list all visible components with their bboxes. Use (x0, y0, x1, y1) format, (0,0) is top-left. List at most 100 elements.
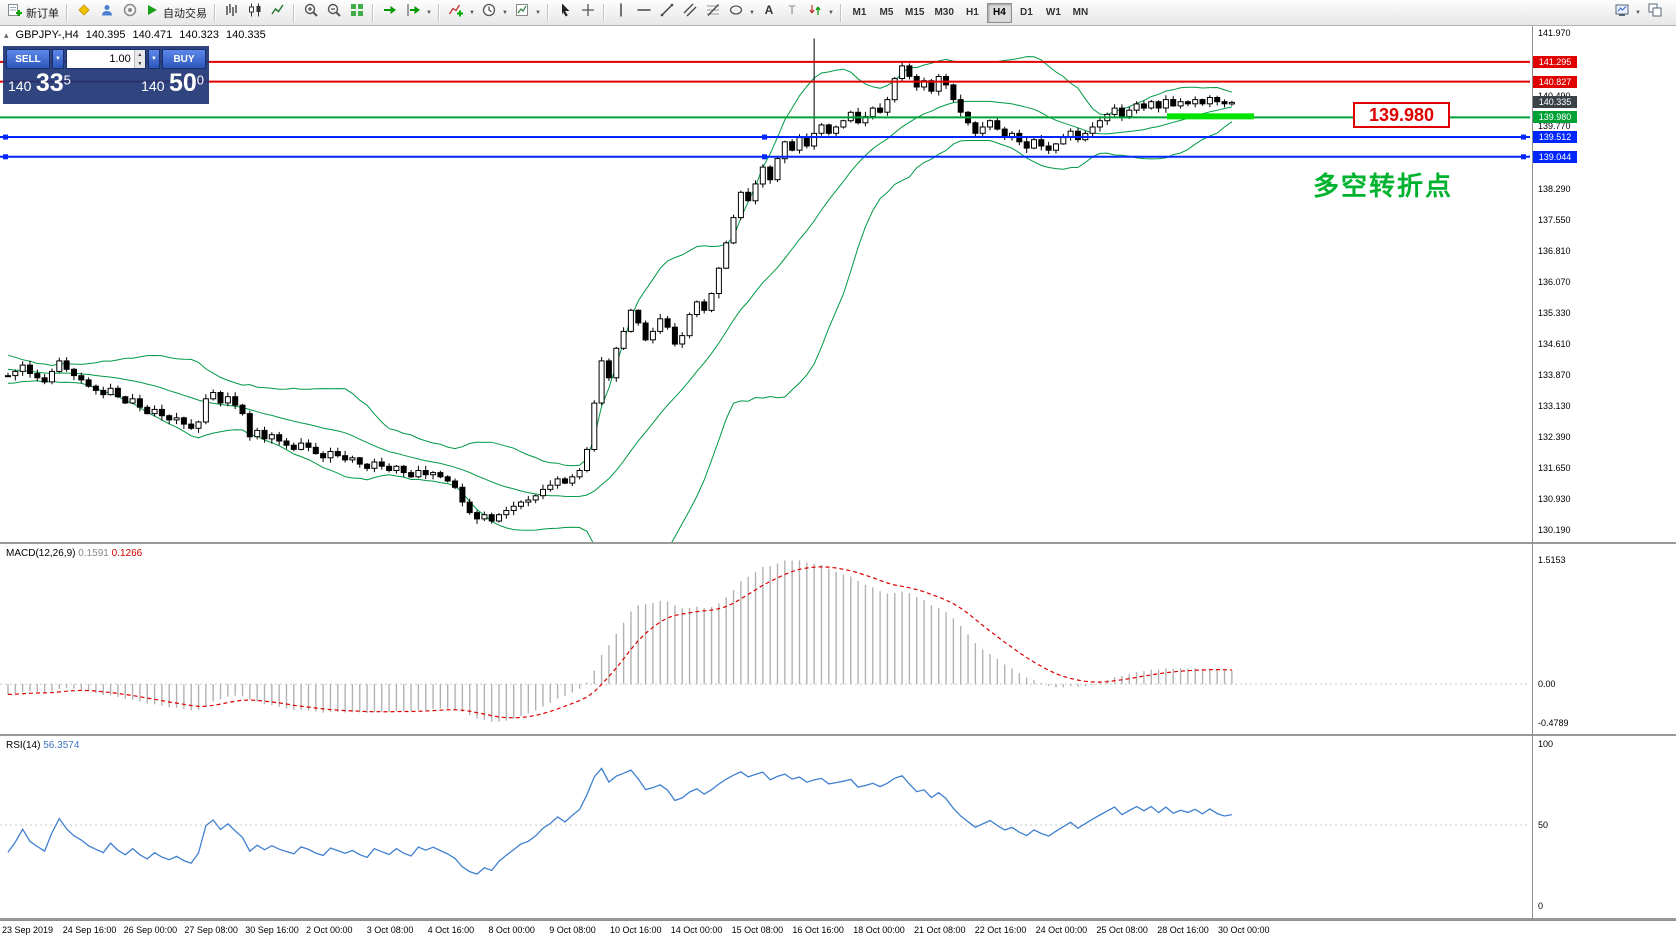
trend-highlight-segment[interactable] (1167, 113, 1254, 120)
timeframe-m15[interactable]: M15 (905, 7, 925, 18)
text-label-button[interactable]: T (780, 2, 803, 23)
new-order-label: 新订单 (26, 7, 59, 20)
community-button[interactable] (118, 2, 141, 23)
rsi-scale-label: 100 (1538, 739, 1554, 749)
price-tick: 136.070 (1538, 277, 1571, 288)
sell-dropdown-icon[interactable]: ▼ (52, 49, 64, 69)
volume-decrease-button[interactable]: ▼ (134, 59, 145, 68)
hline-handle[interactable] (762, 154, 767, 160)
panel-separator[interactable] (0, 734, 1676, 736)
timeframe-d1[interactable]: D1 (1020, 7, 1033, 18)
macd-label: MACD(12,26,9) 0.1591 0.1266 (6, 548, 143, 559)
time-label: 22 Oct 16:00 (974, 925, 1027, 935)
chart-candles-button[interactable] (243, 2, 266, 23)
fibonacci-button[interactable] (701, 2, 724, 23)
current-price-badge: 140.335 (1533, 96, 1577, 109)
window-arrange-button[interactable] (1643, 2, 1666, 23)
trendline-button[interactable] (655, 2, 678, 23)
macd-canvas[interactable] (0, 544, 1530, 734)
shapes-button[interactable] (724, 2, 747, 23)
time-axis[interactable]: 23 Sep 2019 24 Sep 16:00 26 Sep 00:00 27 Se… (0, 920, 1676, 948)
horizontal-line-button[interactable] (632, 2, 655, 23)
toolbar-separator (840, 3, 842, 22)
time-label: 15 Oct 08:00 (731, 925, 784, 935)
arrows-dropdown[interactable]: ▼ (828, 9, 834, 16)
toolbar-separator (66, 3, 68, 22)
hline-handle[interactable] (1521, 154, 1526, 160)
mql5-button[interactable] (72, 2, 95, 23)
shapes-dropdown[interactable]: ▼ (749, 9, 755, 16)
buy-dropdown-icon[interactable]: ▼ (148, 49, 160, 69)
rsi-canvas[interactable] (0, 736, 1530, 918)
timeframe-m30[interactable]: M30 (934, 7, 954, 18)
buy-button[interactable]: BUY (162, 49, 206, 69)
templates-button[interactable] (510, 2, 533, 23)
autotrading-button[interactable]: 自动交易 (141, 2, 210, 23)
price-tick: 133.130 (1538, 401, 1571, 411)
hline-handle[interactable] (3, 154, 8, 160)
zoom-in-button[interactable] (299, 2, 322, 23)
timeframe-m1[interactable]: M1 (852, 7, 867, 18)
chart-candles-icon (247, 2, 263, 23)
main-chart-canvas[interactable] (0, 26, 1530, 542)
price-annotation-box[interactable]: 139.980 (1353, 102, 1450, 128)
timeframe-w1[interactable]: W1 (1045, 7, 1061, 18)
indicators-dropdown[interactable]: ▼ (469, 9, 475, 16)
volume-input[interactable] (67, 50, 134, 68)
periods-dropdown[interactable]: ▼ (502, 9, 508, 16)
sell-button[interactable]: SELL (6, 49, 50, 69)
panel-separator[interactable] (0, 918, 1676, 920)
one-click-toggle-icon[interactable]: ▴ (4, 29, 9, 40)
text-button[interactable]: A (757, 2, 780, 23)
new-chart-dropdown[interactable]: ▼ (1635, 9, 1641, 16)
time-label: 25 Oct 08:00 (1096, 925, 1148, 935)
chart-bars-button[interactable] (220, 2, 243, 23)
arrows-button[interactable] (803, 2, 826, 23)
time-label: 21 Oct 08:00 (914, 925, 966, 935)
price-tick: 132.390 (1538, 432, 1571, 443)
indicators-button[interactable] (444, 2, 467, 23)
timeframe-h4[interactable]: H4 (986, 2, 1012, 23)
crosshair-icon (580, 2, 596, 23)
new-order-button[interactable]: 新订单 (4, 2, 62, 23)
macd-scale-label: 1.5153 (1538, 554, 1566, 565)
hline-handle[interactable] (3, 134, 8, 140)
zoom-out-button[interactable] (322, 2, 345, 23)
panel-separator[interactable] (0, 542, 1676, 544)
time-label: 4 Oct 16:00 (427, 925, 475, 935)
new-chart-button[interactable] (1610, 2, 1633, 23)
cursor-button[interactable] (553, 2, 576, 23)
chart-bars-icon (224, 2, 240, 23)
bid-price: 140 335 (8, 69, 71, 97)
price-tick: 139.770 (1538, 121, 1571, 132)
toolbar-separator (438, 3, 440, 22)
tile-windows-icon (349, 2, 365, 23)
volume-increase-button[interactable]: ▲ (134, 50, 145, 59)
chart-shift-dropdown[interactable]: ▼ (426, 9, 432, 16)
auto-scroll-icon (382, 2, 398, 23)
channel-icon (682, 2, 698, 23)
time-label: 23 Sep 2019 (2, 925, 54, 935)
timeframe-mn[interactable]: MN (1072, 7, 1089, 18)
price-tick: 130.930 (1538, 493, 1571, 504)
chart-line-button[interactable] (266, 2, 289, 23)
new-order-icon (7, 2, 23, 23)
templates-dropdown[interactable]: ▼ (535, 9, 541, 16)
community-icon (122, 2, 138, 23)
timeframe-m5[interactable]: M5 (879, 7, 894, 18)
tile-windows-button[interactable] (345, 2, 368, 23)
periods-button[interactable] (477, 2, 500, 23)
channel-button[interactable] (678, 2, 701, 23)
profile-button[interactable] (95, 2, 118, 23)
chart-shift-button[interactable] (401, 2, 424, 23)
timeframe-h1[interactable]: H1 (966, 7, 979, 18)
time-label: 16 Oct 16:00 (792, 925, 844, 935)
hline-handle[interactable] (762, 134, 767, 140)
hline-handle[interactable] (1521, 134, 1526, 140)
auto-scroll-button[interactable] (378, 2, 401, 23)
crosshair-button[interactable] (576, 2, 599, 23)
turning-point-label[interactable]: 多空转折点 (1313, 171, 1454, 201)
price-tick: 140.490 (1538, 91, 1571, 101)
bollinger-bands (7, 56, 1233, 542)
vertical-line-button[interactable] (609, 2, 632, 23)
